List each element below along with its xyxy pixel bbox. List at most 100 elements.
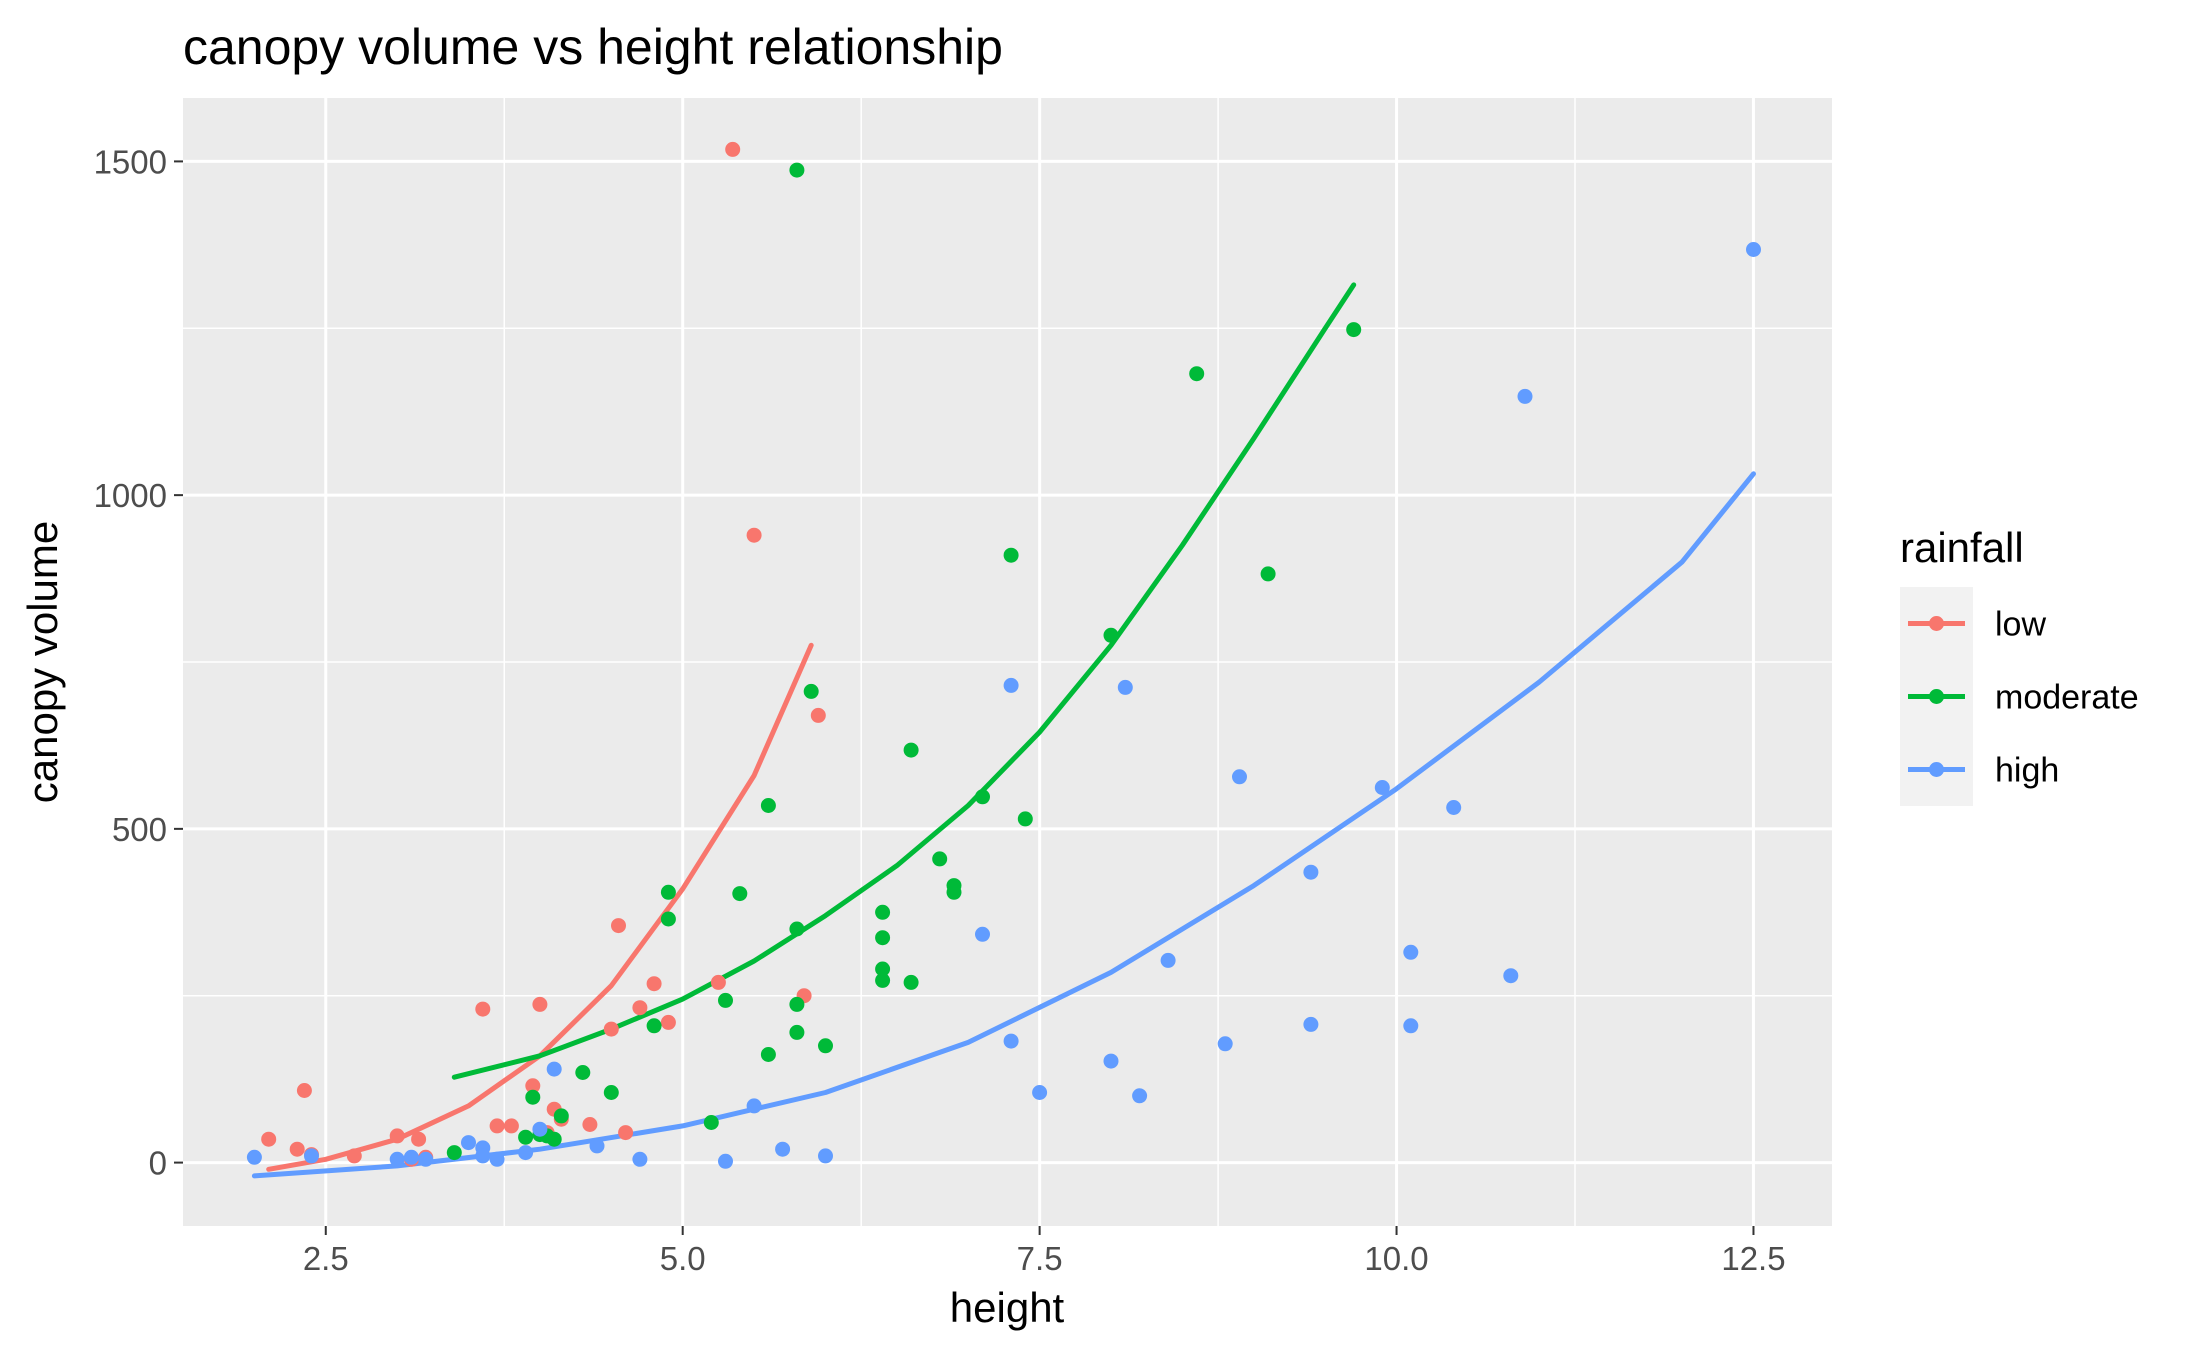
point-high <box>718 1153 733 1169</box>
point-low <box>532 996 548 1012</box>
point-high <box>532 1121 548 1137</box>
point-low <box>632 1000 648 1016</box>
grid-major <box>183 98 1832 1226</box>
point-high <box>1232 769 1247 785</box>
point-moderate <box>553 1108 569 1124</box>
point-moderate <box>1003 547 1019 563</box>
legend-key-point-low <box>1929 616 1944 631</box>
point-low <box>810 707 826 723</box>
legend-key-point-high <box>1929 762 1944 777</box>
point-moderate <box>546 1131 562 1147</box>
point-high <box>489 1151 505 1167</box>
point-moderate <box>525 1089 541 1105</box>
point-moderate <box>789 921 805 937</box>
x-axis: 2.5 5.0 7.5 10.0 12.5 <box>303 1226 1786 1277</box>
point-moderate <box>703 1115 719 1130</box>
point-moderate <box>1260 566 1276 582</box>
x-axis-title: height <box>950 1284 1065 1331</box>
legend-label-low: low <box>1995 606 2046 644</box>
legend-title: rainfall <box>1900 524 2024 571</box>
point-low <box>475 1001 491 1017</box>
point-moderate <box>760 1047 776 1062</box>
point-high <box>1503 968 1519 984</box>
point-moderate <box>660 911 676 927</box>
point-low <box>503 1118 519 1134</box>
point-low <box>660 1014 676 1030</box>
y-axis-title: canopy volume <box>19 521 66 804</box>
point-moderate <box>903 742 919 758</box>
point-high <box>304 1148 319 1164</box>
y-tick-label: 500 <box>112 811 167 848</box>
point-high <box>246 1149 262 1165</box>
point-high <box>1517 388 1533 404</box>
point-high <box>1032 1085 1048 1100</box>
x-tick-label: 12.5 <box>1721 1240 1785 1277</box>
point-moderate <box>789 1024 805 1040</box>
point-high <box>589 1138 605 1154</box>
point-high <box>475 1148 491 1164</box>
point-low <box>710 974 726 990</box>
point-low <box>603 1021 619 1037</box>
point-high <box>1160 952 1176 968</box>
point-high <box>1446 800 1462 815</box>
point-moderate <box>875 961 891 977</box>
point-low <box>618 1125 634 1141</box>
point-low <box>525 1078 541 1094</box>
point-moderate <box>660 884 676 900</box>
point-high <box>632 1151 648 1167</box>
point-high <box>818 1148 833 1164</box>
point-low <box>261 1131 277 1147</box>
y-tick-label: 1000 <box>94 477 167 514</box>
point-high <box>746 1098 762 1114</box>
point-high <box>1003 677 1019 693</box>
point-low <box>746 527 762 543</box>
point-moderate <box>718 992 733 1008</box>
point-high <box>1403 1018 1419 1034</box>
point-moderate <box>875 972 891 988</box>
point-high <box>1103 1053 1119 1069</box>
point-moderate <box>1189 366 1205 382</box>
point-low <box>582 1117 598 1132</box>
point-moderate <box>603 1085 619 1100</box>
point-high <box>1403 944 1419 960</box>
grid-minor <box>183 98 1832 1226</box>
point-low <box>389 1128 405 1144</box>
point-high <box>975 926 990 942</box>
point-moderate <box>1017 811 1033 827</box>
chart-title: canopy volume vs height relationship <box>183 19 1003 75</box>
point-low <box>489 1118 505 1134</box>
point-high <box>518 1145 534 1161</box>
legend: rainfall low moderate high <box>1900 524 2139 806</box>
point-high <box>1217 1036 1233 1052</box>
legend-label-high: high <box>1995 752 2059 790</box>
point-moderate <box>803 683 819 699</box>
point-low <box>289 1141 305 1157</box>
y-axis: 0 500 1000 1500 <box>94 143 183 1182</box>
point-low <box>411 1131 427 1147</box>
point-high <box>1303 1016 1319 1032</box>
point-high <box>418 1151 434 1167</box>
x-tick-label: 7.5 <box>1017 1240 1063 1277</box>
fit-line-high <box>251 471 1756 1179</box>
y-tick-label: 0 <box>149 1145 167 1182</box>
point-moderate <box>946 884 962 900</box>
point-high <box>1303 864 1319 880</box>
point-moderate <box>875 904 891 920</box>
x-tick-label: 2.5 <box>303 1240 349 1277</box>
legend-items: low moderate high <box>1908 606 2139 790</box>
point-high <box>403 1149 419 1165</box>
point-moderate <box>975 789 990 805</box>
point-moderate <box>732 886 748 902</box>
point-moderate <box>789 162 805 178</box>
point-high <box>1132 1088 1148 1104</box>
legend-key-point-moderate <box>1929 689 1944 704</box>
point-high <box>546 1061 562 1077</box>
point-moderate <box>446 1145 462 1161</box>
point-low <box>346 1148 362 1164</box>
legend-label-moderate: moderate <box>1995 679 2139 717</box>
point-high <box>389 1151 405 1167</box>
point-high <box>1374 780 1390 795</box>
point-low <box>296 1083 312 1098</box>
point-high <box>775 1141 791 1157</box>
